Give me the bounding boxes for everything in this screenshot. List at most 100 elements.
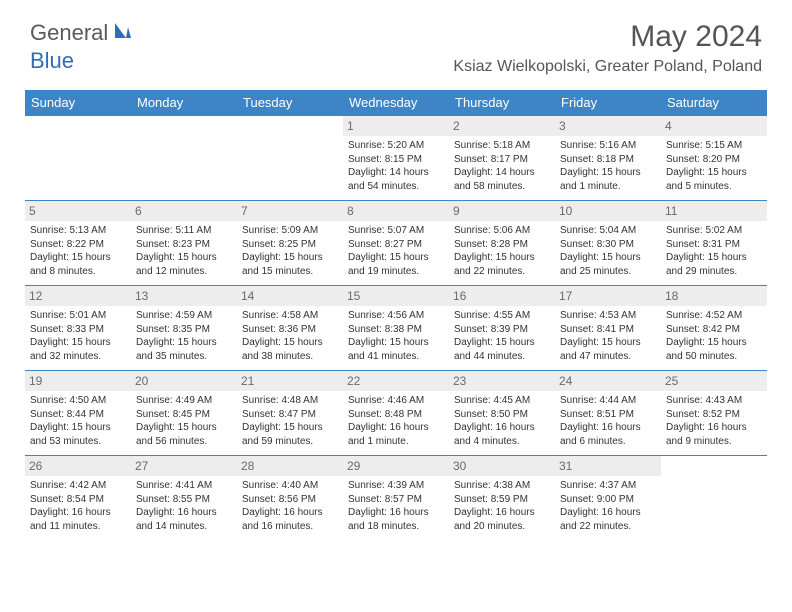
day-number: 26 [25,456,131,476]
daylight-text: Daylight: 15 hours and 32 minutes. [30,336,126,363]
day-number: 12 [25,286,131,306]
sunset-text: Sunset: 8:57 PM [348,493,444,507]
calendar-day-cell: 1Sunrise: 5:20 AMSunset: 8:15 PMDaylight… [343,116,449,201]
day-number: 22 [343,371,449,391]
sunrise-text: Sunrise: 5:01 AM [30,309,126,323]
calendar-day-cell: 25Sunrise: 4:43 AMSunset: 8:52 PMDayligh… [661,371,767,456]
daylight-text: Daylight: 15 hours and 50 minutes. [666,336,762,363]
weekday-header: Saturday [661,90,767,116]
sunrise-text: Sunrise: 4:40 AM [242,479,338,493]
sunrise-text: Sunrise: 5:07 AM [348,224,444,238]
calendar-day-cell: 21Sunrise: 4:48 AMSunset: 8:47 PMDayligh… [237,371,343,456]
sunset-text: Sunset: 8:47 PM [242,408,338,422]
sunrise-text: Sunrise: 5:15 AM [666,139,762,153]
weekday-header: Sunday [25,90,131,116]
sunset-text: Sunset: 8:45 PM [136,408,232,422]
day-number: 8 [343,201,449,221]
weekday-header: Friday [555,90,661,116]
day-number: 13 [131,286,237,306]
calendar-day-cell: 18Sunrise: 4:52 AMSunset: 8:42 PMDayligh… [661,286,767,371]
sunrise-text: Sunrise: 4:50 AM [30,394,126,408]
daylight-text: Daylight: 15 hours and 19 minutes. [348,251,444,278]
sunset-text: Sunset: 8:35 PM [136,323,232,337]
calendar-day-cell [661,456,767,541]
sunrise-text: Sunrise: 4:46 AM [348,394,444,408]
sunset-text: Sunset: 8:23 PM [136,238,232,252]
day-number: 27 [131,456,237,476]
calendar-day-cell: 23Sunrise: 4:45 AMSunset: 8:50 PMDayligh… [449,371,555,456]
sunset-text: Sunset: 8:27 PM [348,238,444,252]
sunrise-text: Sunrise: 4:38 AM [454,479,550,493]
calendar-day-cell: 31Sunrise: 4:37 AMSunset: 9:00 PMDayligh… [555,456,661,541]
calendar-day-cell: 28Sunrise: 4:40 AMSunset: 8:56 PMDayligh… [237,456,343,541]
sunrise-text: Sunrise: 4:52 AM [666,309,762,323]
calendar-week-row: 19 Sunrise: 4:50 AMSunset: 8:44 PM Dayligh… [25,371,767,456]
daylight-text: Daylight: 15 hours and 15 minutes. [242,251,338,278]
sunrise-text: Sunrise: 4:37 AM [560,479,656,493]
header: General May 2024 Ksiaz Wielkopolski, Gre… [0,0,792,82]
daylight-text: Daylight: 15 hours and 22 minutes. [454,251,550,278]
sunrise-text: Sunrise: 4:45 AM [454,394,550,408]
calendar-day-cell [25,116,131,201]
day-number: 17 [555,286,661,306]
day-number: 30 [449,456,555,476]
calendar-day-cell: 17Sunrise: 4:53 AMSunset: 8:41 PMDayligh… [555,286,661,371]
calendar-week-row: 26Sunrise: 4:42 AMSunset: 8:54 PMDayligh… [25,456,767,541]
sunset-text: Sunset: 8:44 PM [30,408,126,422]
sunset-text: Sunset: 8:25 PM [242,238,338,252]
daylight-text: Daylight: 16 hours and 18 minutes. [348,506,444,533]
sunrise-text: Sunrise: 4:53 AM [560,309,656,323]
sunrise-text: Sunrise: 5:13 AM [30,224,126,238]
sunrise-text: Sunrise: 5:18 AM [454,139,550,153]
calendar-day-cell: 13Sunrise: 4:59 AMSunset: 8:35 PMDayligh… [131,286,237,371]
sunset-text: Sunset: 8:41 PM [560,323,656,337]
calendar-body: 1Sunrise: 5:20 AMSunset: 8:15 PMDaylight… [25,116,767,541]
day-number: 11 [661,201,767,221]
sunrise-text: Sunrise: 5:11 AM [136,224,232,238]
calendar-week-row: 5Sunrise: 5:13 AMSunset: 8:22 PMDaylight… [25,201,767,286]
day-number: 6 [131,201,237,221]
calendar-day-cell: 10Sunrise: 5:04 AMSunset: 8:30 PMDayligh… [555,201,661,286]
weekday-header: Tuesday [237,90,343,116]
sunset-text: Sunset: 8:38 PM [348,323,444,337]
calendar-day-cell: 16Sunrise: 4:55 AMSunset: 8:39 PMDayligh… [449,286,555,371]
sunrise-text: Sunrise: 5:02 AM [666,224,762,238]
daylight-text: Daylight: 15 hours and 5 minutes. [666,166,762,193]
sunrise-text: Sunrise: 4:41 AM [136,479,232,493]
day-number: 5 [25,201,131,221]
daylight-text: Daylight: 15 hours and 25 minutes. [560,251,656,278]
calendar-day-cell: 11Sunrise: 5:02 AMSunset: 8:31 PMDayligh… [661,201,767,286]
day-number: 24 [555,371,661,391]
sunrise-text: Sunrise: 4:39 AM [348,479,444,493]
sunrise-text: Sunrise: 5:09 AM [242,224,338,238]
day-number: 7 [237,201,343,221]
sunset-text: Sunset: 9:00 PM [560,493,656,507]
calendar-day-cell: 20Sunrise: 4:49 AMSunset: 8:45 PMDayligh… [131,371,237,456]
sunrise-text: Sunrise: 4:44 AM [560,394,656,408]
sunset-text: Sunset: 8:28 PM [454,238,550,252]
daylight-text: Daylight: 16 hours and 20 minutes. [454,506,550,533]
sunset-text: Sunset: 8:59 PM [454,493,550,507]
calendar-day-cell: 26Sunrise: 4:42 AMSunset: 8:54 PMDayligh… [25,456,131,541]
calendar-day-cell: 5Sunrise: 5:13 AMSunset: 8:22 PMDaylight… [25,201,131,286]
location-text: Ksiaz Wielkopolski, Greater Poland, Pola… [453,58,762,76]
sunset-text: Sunset: 8:36 PM [242,323,338,337]
calendar-day-cell: 29Sunrise: 4:39 AMSunset: 8:57 PMDayligh… [343,456,449,541]
title-block: May 2024 Ksiaz Wielkopolski, Greater Pol… [453,20,762,76]
weekday-header: Thursday [449,90,555,116]
daylight-text: Daylight: 15 hours and 56 minutes. [136,421,232,448]
day-number: 10 [555,201,661,221]
calendar-day-cell: 15Sunrise: 4:56 AMSunset: 8:38 PMDayligh… [343,286,449,371]
weekday-row: SundayMondayTuesdayWednesdayThursdayFrid… [25,90,767,116]
day-number: 2 [449,116,555,136]
sunset-text: Sunset: 8:55 PM [136,493,232,507]
calendar-day-cell [237,116,343,201]
daylight-text: Daylight: 15 hours and 29 minutes. [666,251,762,278]
sunset-text: Sunset: 8:39 PM [454,323,550,337]
calendar-day-cell: 3Sunrise: 5:16 AMSunset: 8:18 PMDaylight… [555,116,661,201]
daylight-text: Daylight: 15 hours and 8 minutes. [30,251,126,278]
day-number: 19 [25,371,131,391]
calendar-day-cell: 12Sunrise: 5:01 AMSunset: 8:33 PMDayligh… [25,286,131,371]
weekday-header: Monday [131,90,237,116]
daylight-text: Daylight: 15 hours and 59 minutes. [242,421,338,448]
